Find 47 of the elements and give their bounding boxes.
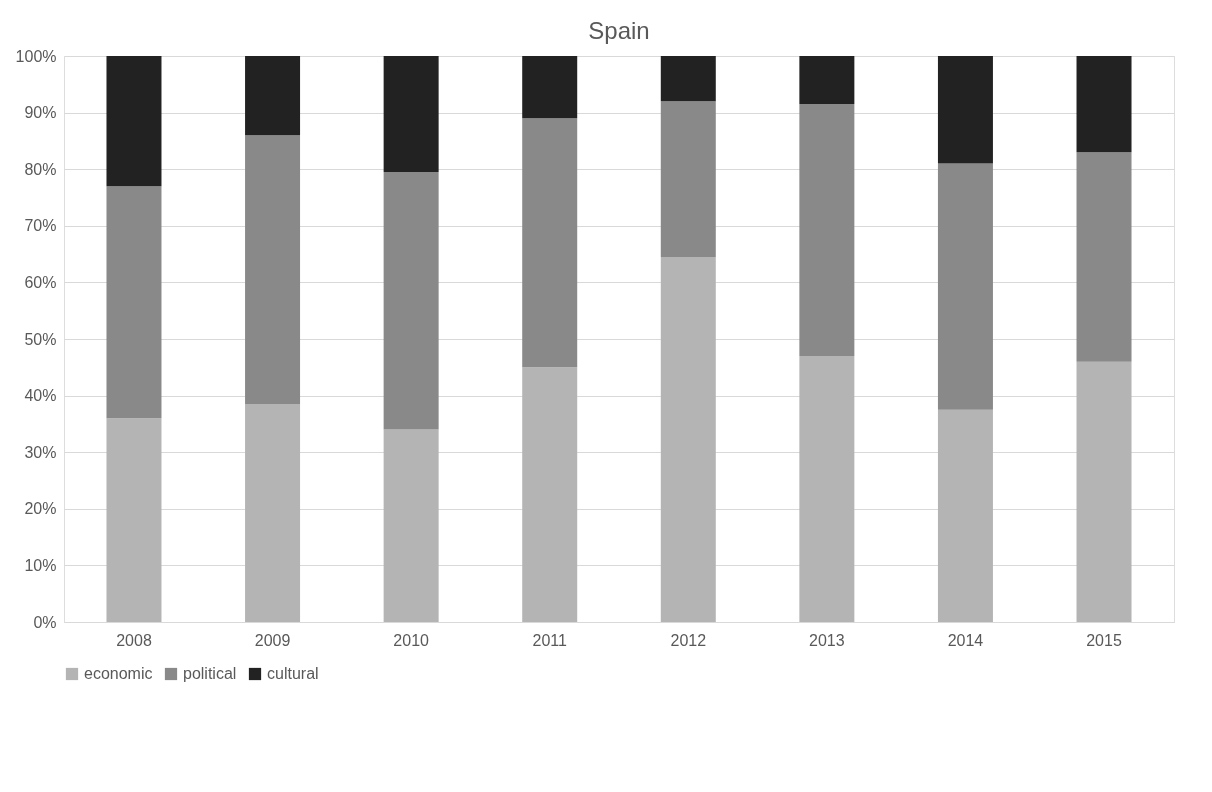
bar (106, 56, 162, 187)
y-tick-label: 80% (24, 160, 57, 178)
x-tick-label: 2008 (116, 631, 152, 649)
legend-label: economic (84, 665, 153, 682)
x-tick-label: 2015 (1086, 631, 1122, 649)
bar (522, 118, 578, 368)
bar (1076, 361, 1132, 622)
x-tick-label: 2010 (393, 631, 430, 649)
x-tick-label: 2009 (254, 631, 291, 649)
bar (245, 404, 301, 622)
x-tick-label: 2012 (670, 631, 707, 649)
bar (245, 56, 301, 136)
x-tick-label: 2013 (809, 631, 845, 649)
y-tick-label: 20% (24, 500, 57, 518)
bar (1076, 56, 1132, 153)
bar (522, 56, 578, 119)
y-tick-label: 0% (33, 613, 57, 631)
bar (937, 409, 993, 622)
y-tick-label: 90% (24, 104, 57, 122)
bar (383, 429, 439, 622)
y-tick-label: 30% (24, 443, 57, 461)
legend-label: political (183, 665, 237, 682)
y-tick-label: 10% (24, 556, 57, 574)
bar (245, 135, 301, 405)
bar (660, 56, 716, 102)
bar (799, 56, 855, 105)
bar (106, 186, 162, 419)
y-tick-label: 50% (24, 330, 57, 348)
bar (660, 101, 716, 257)
y-tick-label: 40% (24, 387, 57, 405)
bar (937, 163, 993, 410)
y-tick-label: 70% (24, 217, 57, 235)
y-tick-label: 60% (24, 273, 57, 291)
bar (660, 256, 716, 622)
bar (799, 104, 855, 356)
bar (799, 355, 855, 622)
legend-label: cultural (267, 665, 319, 682)
x-tick-label: 2014 (947, 631, 984, 649)
bar (937, 56, 993, 164)
chart-title: Spain (588, 17, 650, 44)
bar (383, 56, 439, 173)
bar (106, 418, 162, 622)
bar (522, 367, 578, 622)
bar (383, 172, 439, 430)
x-tick-label: 2011 (532, 631, 568, 649)
y-tick-label: 100% (15, 47, 57, 65)
bar (1076, 152, 1132, 362)
